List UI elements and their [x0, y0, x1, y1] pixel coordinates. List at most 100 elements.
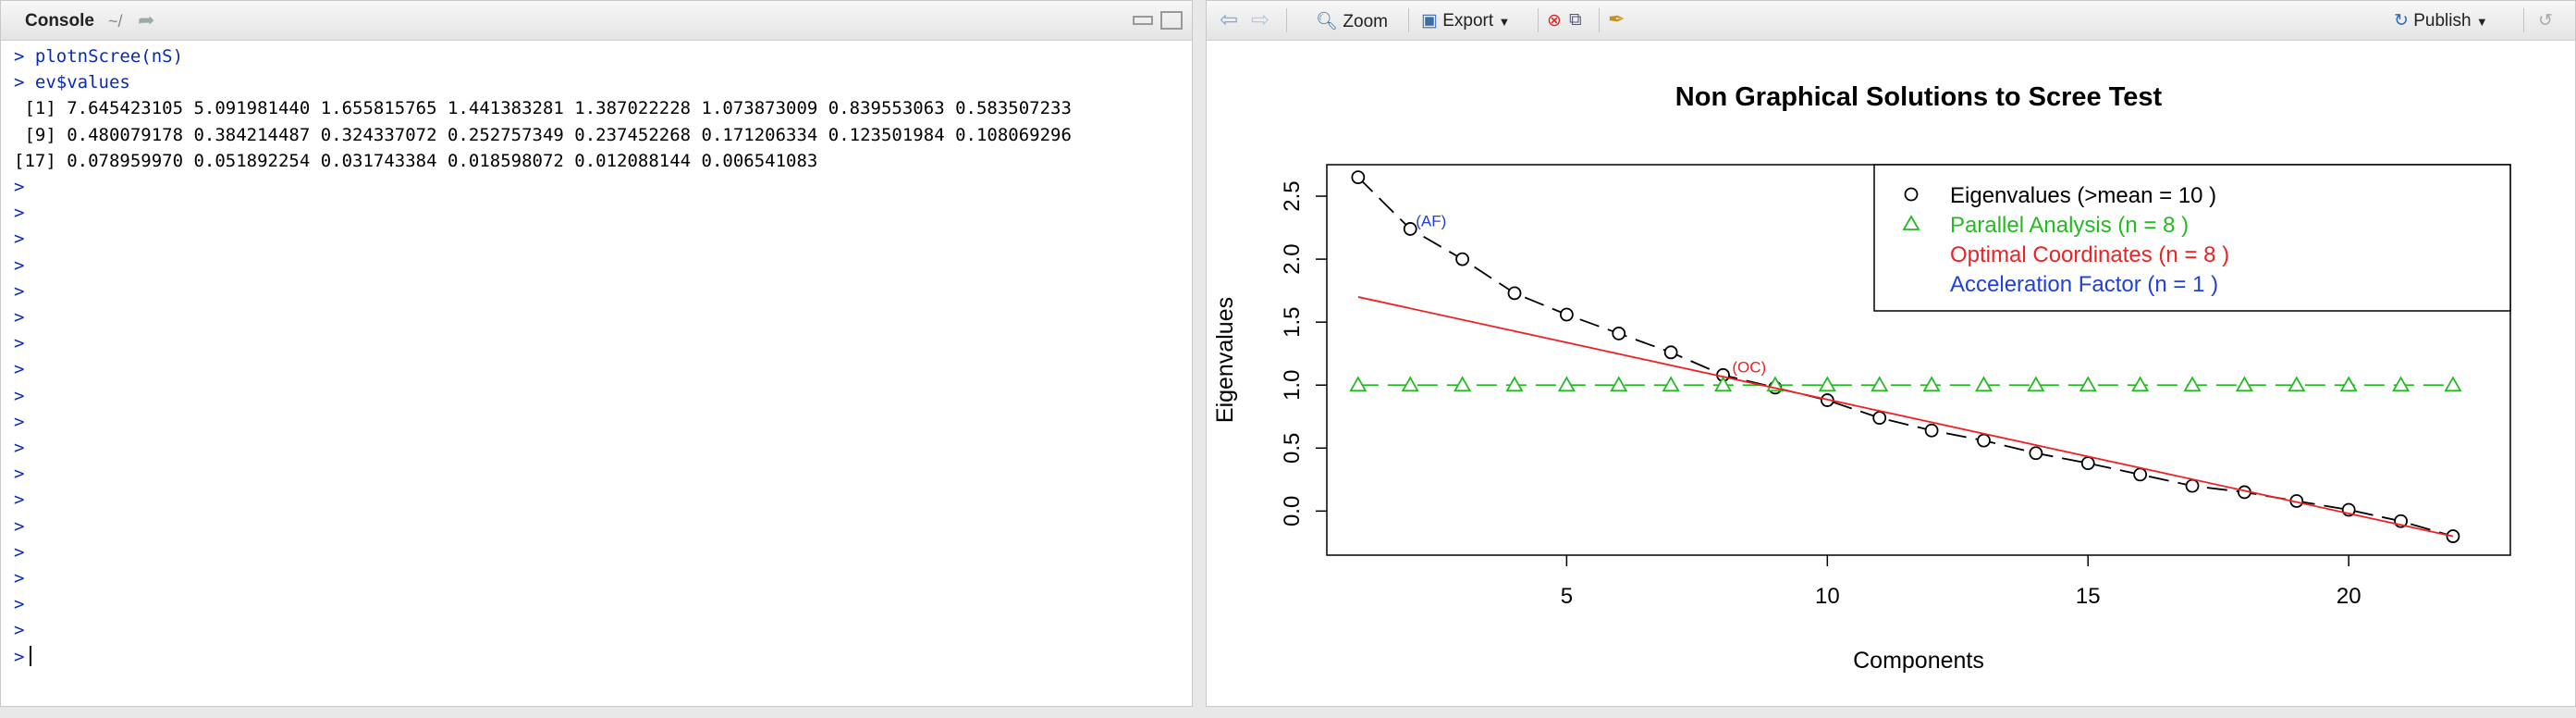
eigenvalue-point [2185, 478, 2200, 493]
zoom-button[interactable]: 🔍︎ Zoom [1316, 10, 1388, 32]
eigenvalue-point [1507, 286, 1522, 301]
refresh-icon[interactable]: ↺ [2538, 11, 2553, 31]
console-line-text: [9] 0.480079178 0.384214487 0.324337072 … [14, 124, 1072, 145]
text-cursor[interactable] [30, 645, 32, 666]
console-prompt: > [14, 489, 25, 511]
publish-button[interactable]: ↻ Publish ▼ [2394, 10, 2488, 31]
x-tick-label: 10 [1815, 584, 1840, 609]
console-prompt: > [14, 515, 25, 537]
chevron-down-icon: ▼ [1498, 15, 1511, 29]
y-tick-label: 2.0 [1280, 243, 1305, 274]
annotation-label: (OC) [1732, 359, 1766, 377]
publish-label: Publish [2413, 11, 2472, 31]
back-arrow-icon[interactable]: ⇦ [1220, 7, 1239, 32]
parallel-analysis-point [2288, 376, 2306, 392]
parallel-analysis-point [1349, 376, 1368, 392]
forward-arrow-icon[interactable]: ⇨ [1251, 7, 1270, 32]
console-empty-prompt: > [14, 383, 1184, 409]
parallel-analysis-point [2183, 376, 2202, 392]
parallel-analysis-point [2235, 376, 2253, 392]
x-tick-label: 20 [2337, 584, 2361, 609]
eigenvalue-point [2029, 446, 2043, 461]
console-empty-prompt: > [14, 226, 1184, 252]
console-command-line: > plotnScree(nS) [14, 43, 1184, 69]
console-prompt: > [14, 72, 35, 93]
console-line-text: plotnScree(nS) [34, 46, 184, 67]
console-prompt: > [14, 646, 25, 667]
console-empty-prompt: > [14, 539, 1184, 565]
console-prompt: > [14, 411, 25, 432]
eigenvalue-point [2446, 529, 2460, 543]
console-prompt: > [14, 203, 25, 224]
console-empty-prompt: > [14, 200, 1184, 226]
parallel-analysis-point [1610, 376, 1628, 392]
console-header: Console ~/ ➦ [1, 1, 1192, 41]
eigenvalue-point [1663, 345, 1678, 360]
legend-circle-marker [1904, 187, 1919, 202]
console-prompt: > [14, 385, 25, 406]
goto-directory-icon[interactable]: ➦ [138, 8, 155, 31]
console-prompt: > [14, 333, 25, 354]
console-path[interactable]: ~/ [108, 12, 123, 31]
console-empty-prompt: > [14, 356, 1184, 382]
parallel-analysis-point [1713, 376, 1733, 392]
console-empty-prompt: > [14, 591, 1184, 617]
legend-box [1873, 164, 2511, 312]
clear-broom-icon[interactable]: ✒ [1608, 7, 1625, 31]
console-prompt: > [14, 254, 25, 276]
console-prompt: > [14, 568, 25, 589]
console-prompt: > [14, 307, 25, 328]
plots-toolbar: ⇦ ⇨ 🔍︎ Zoom ▣ Export ▼ ⊗ ⧉ ✒ ↻ Publish ▼… [1207, 1, 2575, 41]
console-line-text: ev$values [34, 72, 130, 93]
parallel-analysis-point [2392, 376, 2410, 392]
y-tick-label: 0.5 [1280, 433, 1305, 464]
console-empty-prompt: > [14, 409, 1184, 435]
y-tick-label: 0.0 [1280, 496, 1305, 526]
legend-entry: Acceleration Factor (n = 1 ) [1950, 272, 2218, 297]
console-empty-prompt: > [14, 644, 1184, 670]
legend-entry: Parallel Analysis (n = 8 ) [1950, 213, 2189, 238]
console-output-line: [17] 0.078959970 0.051892254 0.031743384… [14, 148, 1184, 174]
maximize-icon[interactable] [1160, 11, 1183, 30]
chart-title: Non Graphical Solutions to Scree Test [1675, 82, 2163, 112]
console-empty-prompt: > [14, 461, 1184, 487]
console-output[interactable]: > plotnScree(nS) > ev$values [1] 7.645423… [14, 43, 1184, 706]
parallel-analysis-point [1974, 376, 1993, 392]
console-prompt: > [14, 438, 25, 459]
console-prompt: > [14, 229, 25, 250]
x-tick-label: 15 [2076, 584, 2101, 609]
console-prompt: > [14, 464, 25, 485]
console-prompt: > [14, 359, 25, 380]
eigenvalue-point [2080, 456, 2095, 471]
x-tick-label: 5 [1561, 584, 1573, 609]
export-button[interactable]: ▣ Export ▼ [1421, 10, 1510, 31]
console-pane: Console ~/ ➦ > plotnScree(nS) > ev$values… [0, 0, 1193, 707]
y-tick-label: 2.5 [1280, 180, 1305, 211]
legend-entry: Eigenvalues (>mean = 10 ) [1950, 183, 2216, 208]
minimize-icon[interactable] [1133, 16, 1153, 25]
console-empty-prompt: > [14, 279, 1184, 304]
parallel-analysis-point [1818, 376, 1836, 392]
export-label: Export [1442, 11, 1494, 31]
parallel-analysis-point [1662, 376, 1680, 392]
console-output-line: [9] 0.480079178 0.384214487 0.324337072 … [14, 122, 1184, 148]
plots-pane: ⇦ ⇨ 🔍︎ Zoom ▣ Export ▼ ⊗ ⧉ ✒ ↻ Publish ▼… [1206, 0, 2576, 707]
legend-triangle-marker [1902, 215, 1920, 230]
console-title: Console [25, 11, 94, 31]
console-line-text: [17] 0.078959970 0.051892254 0.031743384… [14, 150, 818, 171]
parallel-analysis-point [2027, 376, 2045, 392]
y-axis-label: Eigenvalues [1212, 297, 1238, 423]
console-empty-prompt: > [14, 253, 1184, 279]
zoom-icon: 🔍︎ [1316, 12, 1339, 31]
console-empty-prompt: > [14, 174, 1184, 200]
remove-plot-icon[interactable]: ⊗ [1547, 11, 1562, 31]
copy-plot-icon[interactable]: ⧉ [1569, 10, 1582, 30]
eigenvalue-point [1872, 411, 1887, 426]
scree-chart: Non Graphical Solutions to Scree Test Com… [1212, 82, 2511, 674]
console-command-line: > ev$values [14, 69, 1184, 95]
plot-area: Non Graphical Solutions to Scree Test Com… [1207, 41, 2575, 706]
console-empty-prompt: > [14, 514, 1184, 539]
console-prompt: > [14, 620, 25, 641]
console-prompt: > [14, 541, 25, 563]
console-prompt: > [14, 177, 25, 198]
